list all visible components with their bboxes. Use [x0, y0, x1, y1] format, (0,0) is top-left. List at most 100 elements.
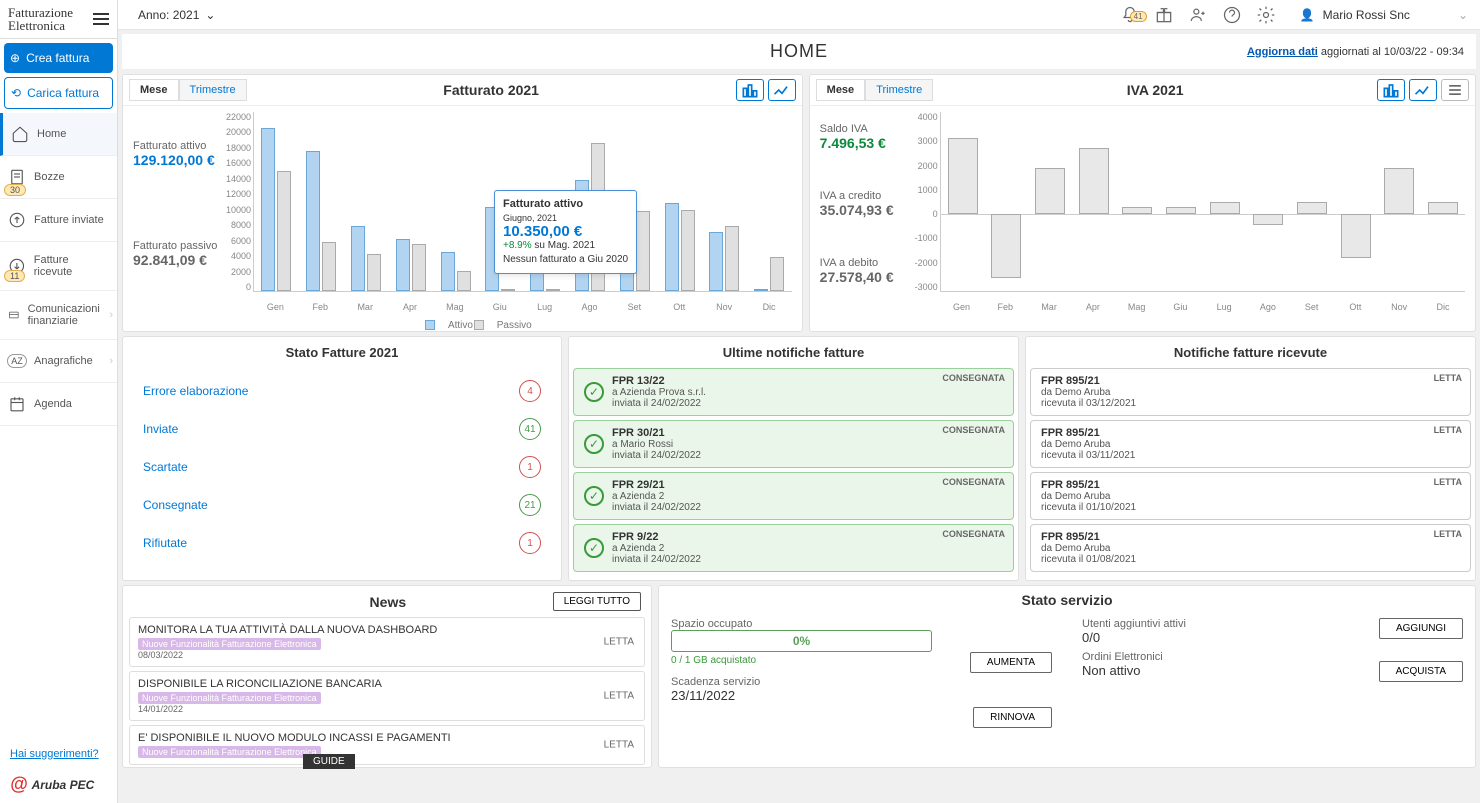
- logo-area: Fatturazione Elettronica: [0, 0, 117, 39]
- stato-count: 41: [519, 418, 541, 440]
- fatturato-attivo-value: 129.120,00 €: [133, 152, 219, 168]
- upload-invoice-label: Carica fattura: [27, 86, 99, 100]
- stato-row: Consegnate 21: [143, 486, 541, 524]
- notice-item[interactable]: FPR 895/21da Demo Arubaricevuta il 01/10…: [1030, 472, 1471, 520]
- iva-credito-value: 35.074,93 €: [820, 202, 906, 218]
- notice-status: LETTA: [1434, 529, 1462, 539]
- tab-mese-iva[interactable]: Mese: [816, 79, 866, 101]
- menu-toggle-icon[interactable]: [93, 10, 109, 28]
- stato-count: 21: [519, 494, 541, 516]
- notice-item[interactable]: FPR 895/21da Demo Arubaricevuta il 03/11…: [1030, 420, 1471, 468]
- ordini-value: Non attivo: [1082, 663, 1343, 678]
- guide-button[interactable]: GUIDE: [303, 754, 355, 769]
- notice-status: LETTA: [1434, 425, 1462, 435]
- sidebar-item-bozze[interactable]: Bozze30: [0, 156, 117, 199]
- stato-link[interactable]: Rifiutate: [143, 536, 187, 550]
- line-chart-icon[interactable]: [1409, 79, 1437, 101]
- stato-row: Errore elaborazione4: [143, 372, 541, 410]
- sidebar-item-agenda[interactable]: Agenda: [0, 383, 117, 426]
- home-icon: [11, 125, 29, 143]
- stato-row: Scartate1: [143, 448, 541, 486]
- sidebar-item-anagrafiche[interactable]: AZAnagrafiche›: [0, 340, 117, 383]
- notice-item[interactable]: ✓FPR 9/22a Azienda 2inviata il 24/02/202…: [573, 524, 1014, 572]
- notice-status: CONSEGNATA: [942, 373, 1005, 383]
- notice-item[interactable]: FPR 895/21da Demo Arubaricevuta il 01/08…: [1030, 524, 1471, 572]
- tab-mese[interactable]: Mese: [129, 79, 179, 101]
- notice-status: LETTA: [1434, 477, 1462, 487]
- list-icon[interactable]: [1441, 79, 1469, 101]
- year-label: Anno: 2021: [138, 8, 199, 22]
- acquista-button[interactable]: ACQUISTA: [1379, 661, 1463, 682]
- stato-link[interactable]: Consegnate: [143, 498, 208, 512]
- ultime-notifiche-panel: Ultime notifiche fatture ✓FPR 13/22a Azi…: [568, 336, 1019, 581]
- news-title: News: [223, 594, 553, 610]
- scadenza-value: 23/11/2022: [671, 688, 932, 703]
- aumenta-button[interactable]: AUMENTA: [970, 652, 1052, 673]
- notice-item[interactable]: ✓FPR 29/21a Azienda 2inviata il 24/02/20…: [573, 472, 1014, 520]
- iva-debito-label: IVA a debito: [820, 257, 906, 269]
- bar-chart-icon[interactable]: [736, 79, 764, 101]
- news-status: LETTA: [604, 691, 634, 702]
- fatturato-passivo-label: Fatturato passivo: [133, 240, 219, 252]
- fatturato-title: Fatturato 2021: [247, 82, 736, 98]
- sidebar-item-label: Comunicazioni finanziarie: [28, 303, 109, 327]
- chart-tooltip: Fatturato attivo Giugno, 2021 10.350,00 …: [494, 190, 637, 274]
- notice-item[interactable]: ✓FPR 30/21a Mario Rossiinviata il 24/02/…: [573, 420, 1014, 468]
- check-icon: ✓: [584, 486, 604, 506]
- sidebar-item-fatture-ricevute[interactable]: Fatture ricevute11: [0, 242, 117, 291]
- ultime-title: Ultime notifiche fatture: [569, 337, 1018, 368]
- news-item[interactable]: MONITORA LA TUA ATTIVITÀ DALLA NUOVA DAS…: [129, 617, 645, 667]
- stato-link[interactable]: Scartate: [143, 460, 188, 474]
- notice-item[interactable]: FPR 895/21da Demo Arubaricevuta il 03/12…: [1030, 368, 1471, 416]
- fatturato-chart: 2200020000180001600014000120001000080006…: [219, 112, 796, 312]
- sidebar-item-comunicazioni-finanziarie[interactable]: Comunicazioni finanziarie›: [0, 291, 117, 340]
- stato-title: Stato Fatture 2021: [123, 337, 561, 368]
- create-invoice-label: Crea fattura: [26, 51, 89, 65]
- aggiungi-button[interactable]: AGGIUNGI: [1379, 618, 1463, 639]
- check-icon: ✓: [584, 434, 604, 454]
- utenti-value: 0/0: [1082, 630, 1343, 645]
- notice-status: CONSEGNATA: [942, 425, 1005, 435]
- iva-saldo-label: Saldo IVA: [820, 123, 906, 135]
- year-selector[interactable]: Anno: 2021 ⌄: [130, 6, 223, 24]
- read-all-button[interactable]: LEGGI TUTTO: [553, 592, 641, 611]
- notice-status: CONSEGNATA: [942, 529, 1005, 539]
- fatturato-passivo-value: 92.841,09 €: [133, 252, 219, 268]
- notice-item[interactable]: ✓FPR 13/22a Azienda Prova s.r.l.inviata …: [573, 368, 1014, 416]
- create-invoice-button[interactable]: ⊕ Crea fattura: [4, 43, 113, 73]
- scadenza-label: Scadenza servizio: [671, 676, 932, 688]
- chevron-down-icon: ⌄: [1458, 8, 1468, 22]
- sidebar-item-label: Anagrafiche: [34, 355, 93, 367]
- settings-icon[interactable]: [1256, 5, 1276, 25]
- plus-icon: ⊕: [10, 51, 20, 65]
- cal-icon: [8, 395, 26, 413]
- sidebar-item-label: Fatture ricevute: [34, 254, 109, 278]
- suggestions-link[interactable]: Hai suggerimenti?: [0, 738, 117, 770]
- bar-chart-icon[interactable]: [1377, 79, 1405, 101]
- user-add-icon[interactable]: [1188, 5, 1208, 25]
- upload-invoice-button[interactable]: ⟲ Carica fattura: [4, 77, 113, 109]
- sidebar-item-fatture-inviate[interactable]: Fatture inviate: [0, 199, 117, 242]
- rinnova-button[interactable]: RINNOVA: [973, 707, 1052, 728]
- news-item[interactable]: DISPONIBILE LA RICONCILIAZIONE BANCARIAN…: [129, 671, 645, 721]
- iva-title: IVA 2021: [933, 82, 1377, 98]
- sent-icon: [8, 211, 26, 229]
- space-sub: 0 / 1 GB acquistato: [671, 655, 932, 666]
- iva-credito-label: IVA a credito: [820, 190, 906, 202]
- fatturato-legend: Attivo Passivo: [123, 318, 802, 331]
- tab-trimestre[interactable]: Trimestre: [179, 79, 247, 101]
- app-logo: Fatturazione Elettronica: [8, 6, 73, 32]
- help-icon[interactable]: [1222, 5, 1242, 25]
- user-menu[interactable]: 👤 Mario Rossi Snc ⌄: [1290, 8, 1468, 22]
- news-item[interactable]: E' DISPONIBILE IL NUOVO MODULO INCASSI E…: [129, 725, 645, 765]
- refresh-link[interactable]: Aggiorna dati: [1247, 46, 1318, 58]
- tab-trimestre-iva[interactable]: Trimestre: [865, 79, 933, 101]
- chevron-down-icon: ⌄: [205, 8, 215, 22]
- stato-count: 1: [519, 532, 541, 554]
- sidebar-item-home[interactable]: Home: [0, 113, 117, 156]
- stato-link[interactable]: Inviate: [143, 422, 178, 436]
- line-chart-icon[interactable]: [768, 79, 796, 101]
- gift-icon[interactable]: [1154, 5, 1174, 25]
- notifications-icon[interactable]: 41: [1120, 5, 1140, 25]
- stato-link[interactable]: Errore elaborazione: [143, 384, 248, 398]
